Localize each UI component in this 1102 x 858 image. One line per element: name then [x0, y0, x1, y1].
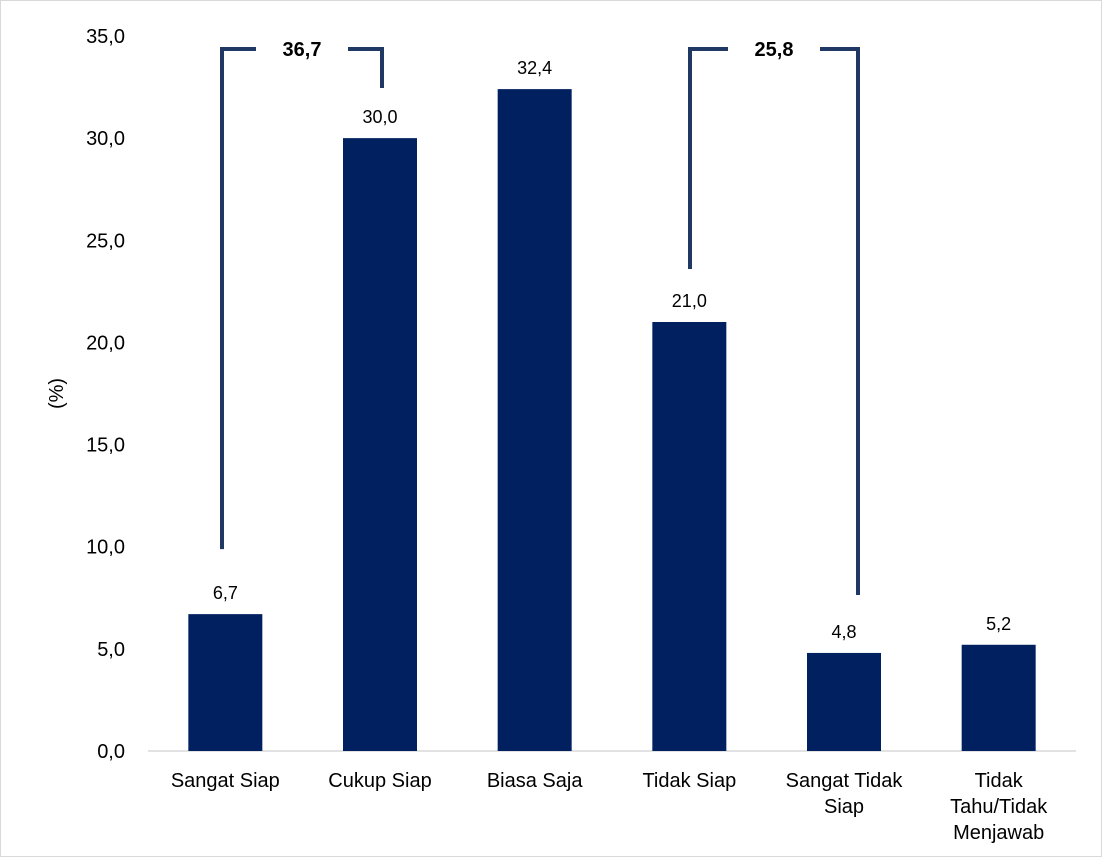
category-label-line: Sangat Tidak: [786, 770, 904, 792]
category-label: Tidak Tahu/Tidak Menjawab: [950, 770, 1048, 844]
data-label: 6,7: [213, 583, 238, 603]
bar: [343, 138, 417, 752]
bracket-layer: 36,7 25,8: [220, 39, 860, 595]
category-label: Sangat Siap: [171, 770, 280, 792]
y-tick-label: 0,0: [97, 741, 125, 763]
bar: [188, 614, 263, 751]
data-label: 4,8: [831, 622, 856, 642]
axis-layer: (%) 0,0 5,0 10,0 15,0 20,0 25,0 30,0 35,0: [46, 26, 1076, 763]
category-label: Sangat Tidak Siap: [786, 770, 904, 818]
y-tick-label: 35,0: [86, 26, 125, 48]
y-tick-label: 30,0: [86, 128, 125, 150]
category-label-line: Siap: [824, 796, 864, 818]
y-tick-label: 10,0: [86, 537, 125, 559]
y-tick-label: 20,0: [86, 332, 125, 354]
data-label: 5,2: [986, 614, 1011, 634]
data-label: 30,0: [362, 107, 397, 127]
category-label: Tidak Siap: [642, 770, 736, 792]
y-axis-title: (%): [46, 378, 68, 409]
category-label-line: Tidak Siap: [642, 770, 736, 792]
bar: [961, 644, 1036, 751]
category-label-line: Sangat Siap: [171, 770, 280, 792]
y-tick-label: 15,0: [86, 435, 125, 457]
category-label: Biasa Saja: [487, 770, 583, 792]
category-label-line: Menjawab: [953, 822, 1044, 844]
bracket-label: 36,7: [283, 39, 322, 61]
bar: [807, 652, 881, 751]
bar: [652, 322, 727, 751]
y-tick-label: 25,0: [86, 230, 125, 252]
category-label-line: Tidak: [975, 770, 1024, 792]
category-label-line: Cukup Siap: [328, 770, 431, 792]
bar: [497, 89, 572, 752]
label-layer: 6,7 Sangat Siap 30,0 Cukup Siap 32,4 Biasa Sa…: [171, 58, 1048, 844]
bracket-line: [688, 47, 860, 595]
category-label-line: Biasa Saja: [487, 770, 583, 792]
bracket-line: [220, 47, 384, 550]
bracket-label: 25,8: [755, 39, 794, 61]
bar-layer: [188, 89, 1036, 752]
category-label-line: Tahu/Tidak: [950, 796, 1048, 818]
category-label: Cukup Siap: [328, 770, 431, 792]
y-tick-label: 5,0: [97, 639, 125, 661]
data-label: 32,4: [517, 58, 552, 78]
data-label: 21,0: [672, 291, 707, 311]
